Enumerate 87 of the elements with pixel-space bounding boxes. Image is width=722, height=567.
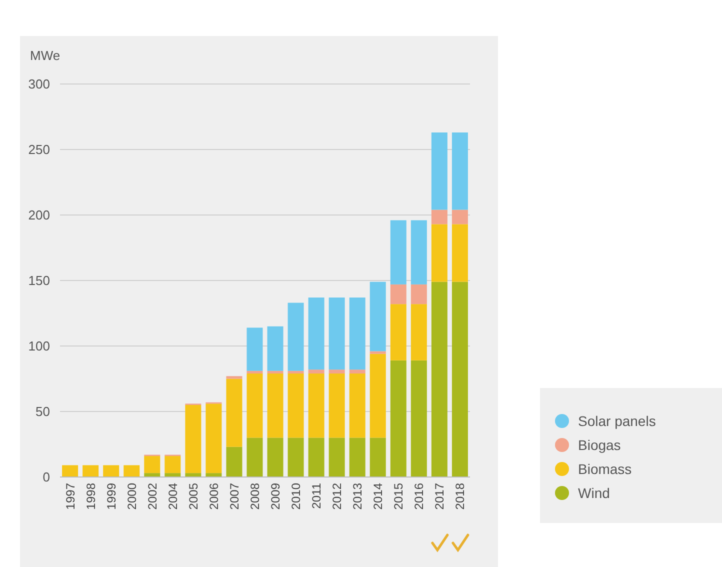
bar [431,224,448,282]
bar [246,328,263,371]
bar [452,132,468,210]
x-tick-label: 2014 [371,482,386,510]
bar [82,465,99,477]
bar [328,374,345,438]
bar [226,446,242,477]
bar [349,438,366,477]
bar [390,220,406,284]
x-tick-label: 2010 [288,482,303,510]
bar [246,374,263,438]
y-tick-label: 250 [28,142,50,158]
x-tick-label: 2007 [227,482,242,510]
bar [308,438,324,477]
x-tick-label: 2017 [432,482,447,510]
bar [370,354,386,438]
bar [410,304,427,360]
x-tick-label: 1998 [84,482,98,510]
bar [267,370,284,374]
bar [431,282,448,477]
x-tick-label: 2015 [392,482,406,510]
bar [390,360,406,477]
bar [410,284,427,304]
bar [308,298,324,370]
x-tick-label: 2018 [453,482,468,510]
x-tick-label: 2011 [310,482,324,509]
legend-label: Biomass [578,460,632,477]
bar [288,438,304,477]
bar [164,456,181,474]
bar [288,370,304,374]
bar [349,374,366,438]
bar [124,465,140,477]
y-tick-label: 300 [28,76,50,92]
x-tick-label: 2013 [350,482,365,510]
bar [452,282,468,477]
bar [288,374,304,438]
bar [452,224,468,282]
bar [103,465,120,477]
bar [267,326,284,371]
bar [62,465,78,477]
bar [431,132,448,210]
bar [390,284,406,304]
y-tick-label: 200 [28,208,50,223]
bar [349,298,366,370]
bar [288,302,304,371]
x-tick-label: 2016 [412,482,426,510]
x-tick-label: 2006 [206,482,221,510]
bar [370,282,386,352]
bar [308,374,324,438]
y-tick-label: 100 [28,338,50,354]
bar [267,438,284,477]
bar [226,378,242,447]
bar [267,374,284,438]
bar [328,370,345,374]
x-tick-label: 1999 [104,482,118,510]
x-tick-label: 2008 [248,482,262,510]
bar [370,438,386,477]
bar [390,304,406,360]
bar [349,370,366,374]
bar [246,438,263,477]
bar [144,456,160,474]
x-tick-label: 2000 [124,482,139,510]
x-tick-label: 1997 [63,482,78,510]
y-tick-label: 0 [42,470,50,485]
legend-label: Wind [578,484,610,501]
bar [370,351,386,354]
y-tick-label: 150 [28,273,50,288]
legend-label: Solar panels [578,412,656,429]
y-tick-label: 50 [36,404,50,420]
bar [410,360,427,477]
bar [410,220,427,284]
bar [185,404,202,474]
bar [328,298,345,370]
x-tick-label: 2002 [145,482,160,510]
legend-label: Biogas [578,436,621,453]
x-tick-label: 2004 [166,482,180,510]
x-tick-label: 2005 [186,482,200,510]
bar [206,404,222,474]
bar [328,438,345,477]
bar [246,370,263,374]
bar [452,210,468,224]
bar [308,370,324,374]
x-tick-label: 2009 [268,482,282,510]
bar [226,376,242,379]
y-axis-title: MWe [30,48,60,63]
x-tick-label: 2012 [330,482,344,510]
bar [431,210,448,224]
